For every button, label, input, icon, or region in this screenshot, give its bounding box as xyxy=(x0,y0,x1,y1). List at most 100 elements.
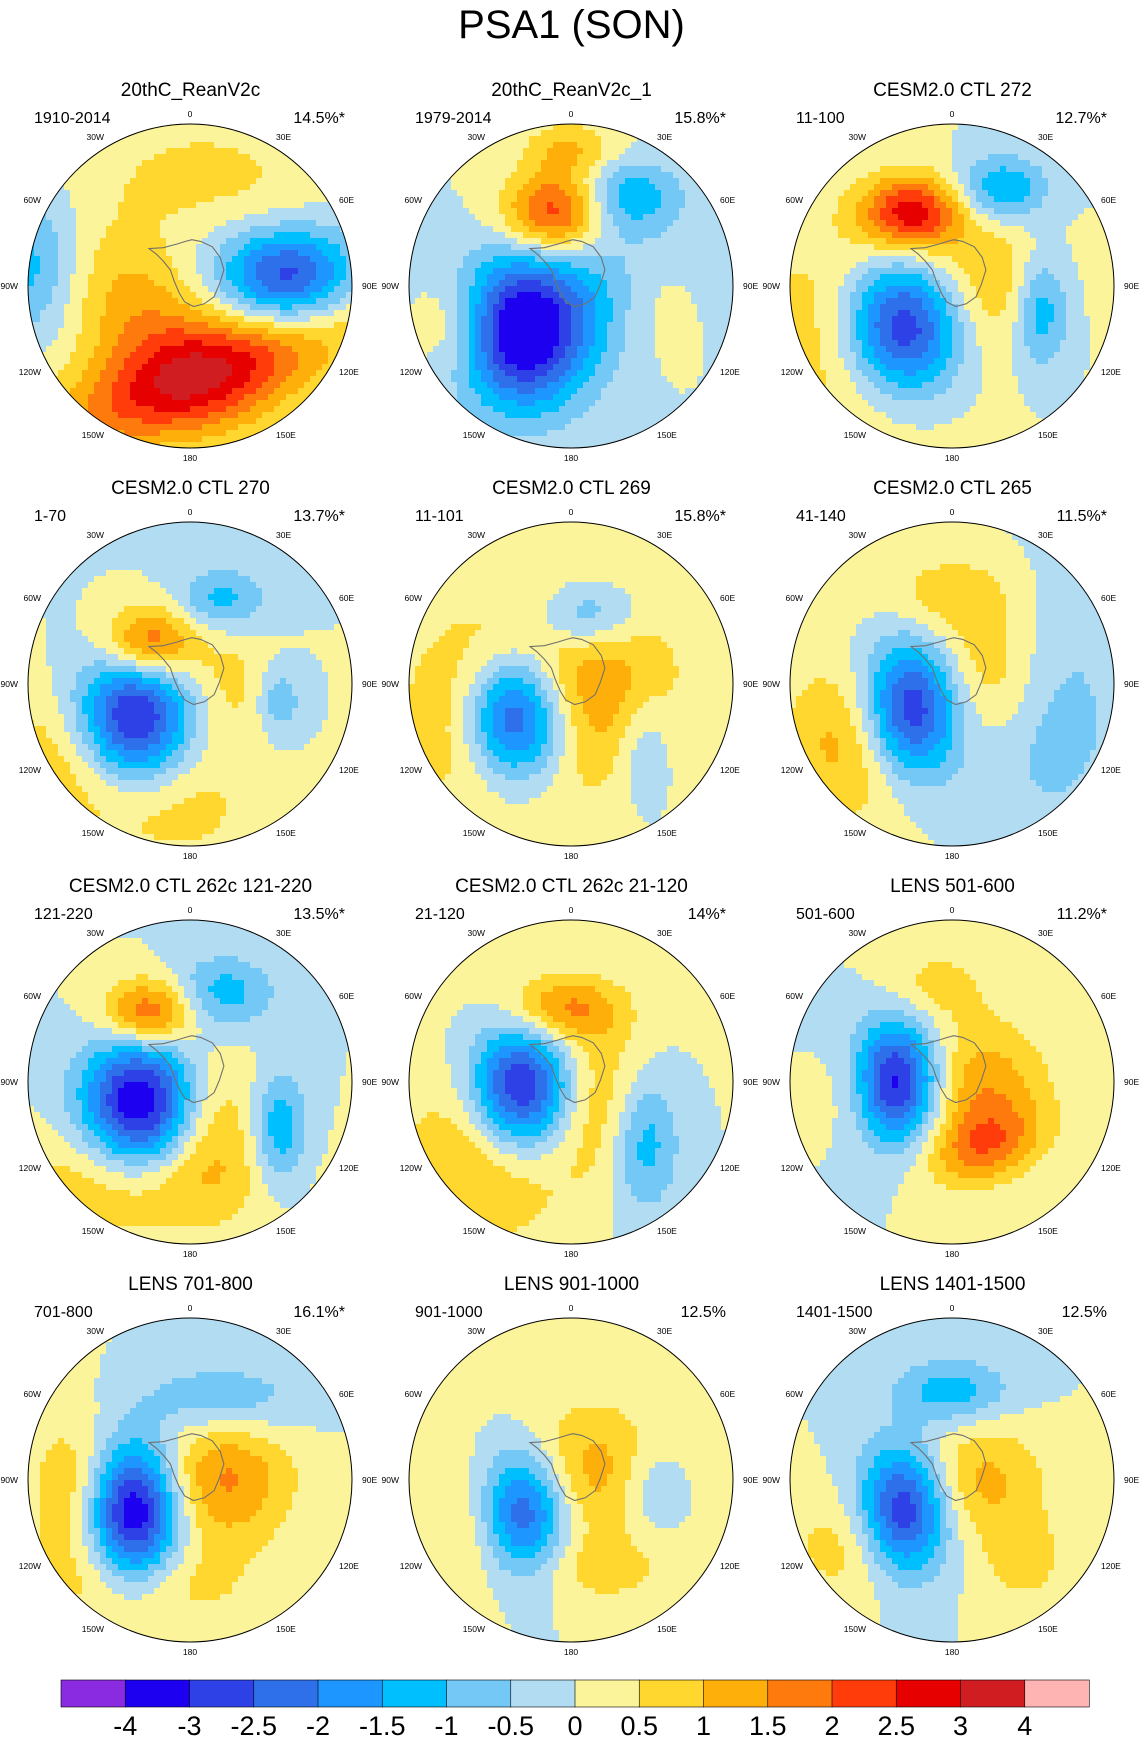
longitude-label: 120W xyxy=(781,765,803,775)
longitude-label: 180 xyxy=(183,851,197,861)
longitude-label: 0 xyxy=(569,109,574,119)
longitude-label: 180 xyxy=(945,1647,959,1657)
colorbar: -4 -3 -2.5 -2 -1.5 -1 -0.5 0 0.5 1 1.5 2 2.5 3 4 xyxy=(0,1668,1143,1738)
longitude-label: 120E xyxy=(1101,1561,1121,1571)
longitude-label: 150W xyxy=(82,1226,104,1236)
antarctica-outline xyxy=(528,637,606,706)
longitude-label: 120W xyxy=(781,1163,803,1173)
colorbar-label: -3 xyxy=(177,1711,201,1738)
antarctica-outline xyxy=(147,637,225,706)
map-border xyxy=(408,1317,734,1643)
longitude-label: 0 xyxy=(569,507,574,517)
contour-field xyxy=(409,1318,733,1642)
panel-percent: 12.5% xyxy=(1062,1304,1107,1322)
longitude-label: 120E xyxy=(720,367,740,377)
panel-title: LENS 501-600 xyxy=(762,876,1143,898)
panel-period: 11-101 xyxy=(415,508,464,526)
longitude-label: 180 xyxy=(183,453,197,463)
longitude-label: 30E xyxy=(276,1326,291,1336)
longitude-label: 90E xyxy=(362,679,377,689)
colorbar-label: 4 xyxy=(1017,1711,1032,1738)
longitude-label: 60E xyxy=(339,1389,354,1399)
longitude-label: 90W xyxy=(382,1475,399,1485)
panel-period: 1979-2014 xyxy=(415,110,492,128)
longitude-label: 180 xyxy=(564,851,578,861)
polar-map: 0 30E 60E 90E 120E 150E 180 150W 120W 90W 60W 30W xyxy=(763,905,1140,1259)
longitude-label: 180 xyxy=(945,453,959,463)
longitude-label: 120W xyxy=(400,1561,422,1571)
longitude-label: 90E xyxy=(362,281,377,291)
longitude-label: 120E xyxy=(1101,1163,1121,1173)
longitude-label: 60E xyxy=(1101,593,1116,603)
contour-field xyxy=(409,124,733,448)
polar-map: 0 30E 60E 90E 120E 150E 180 150W 120W 90W 60W 30W xyxy=(382,109,759,463)
longitude-label: 30W xyxy=(87,530,104,540)
map-panel: 20thC_ReanV2c 1910-2014 14.5%* 0 30E 60E 90E 12… xyxy=(0,80,381,476)
longitude-label: 0 xyxy=(188,507,193,517)
longitude-label: 120W xyxy=(19,1163,41,1173)
colorbar-label: -4 xyxy=(113,1711,137,1738)
longitude-label: 150W xyxy=(82,1624,104,1634)
colorbar-label: 3 xyxy=(953,1711,968,1738)
longitude-label: 120W xyxy=(400,765,422,775)
contour-field xyxy=(28,522,352,846)
longitude-label: 60W xyxy=(405,991,422,1001)
panel-percent: 14.5%* xyxy=(293,110,345,128)
longitude-label: 120E xyxy=(339,765,359,775)
contour-field xyxy=(409,522,733,846)
panel-percent: 11.2%* xyxy=(1057,906,1107,924)
colorbar-swatch xyxy=(189,1679,255,1708)
longitude-label: 30E xyxy=(1038,132,1053,142)
longitude-label: 30W xyxy=(87,132,104,142)
panel-percent: 13.5%* xyxy=(293,906,345,924)
antarctica-outline xyxy=(147,239,225,308)
colorbar-label: 2.5 xyxy=(878,1711,916,1738)
map-border xyxy=(27,521,353,847)
longitude-label: 120W xyxy=(19,1561,41,1571)
polar-map: 0 30E 60E 90E 120E 150E 180 150W 120W 90W 60W 30W xyxy=(1,1303,378,1657)
colorbar-swatch xyxy=(767,1679,833,1708)
map-border xyxy=(27,1317,353,1643)
panel-title: CESM2.0 CTL 269 xyxy=(381,478,762,500)
longitude-label: 60E xyxy=(339,195,354,205)
colorbar-swatch xyxy=(446,1679,512,1708)
longitude-label: 180 xyxy=(183,1647,197,1657)
map-border xyxy=(789,123,1115,449)
longitude-label: 30E xyxy=(1038,530,1053,540)
panel-period: 501-600 xyxy=(796,906,855,924)
panel-percent: 15.8%* xyxy=(674,508,726,526)
longitude-label: 30W xyxy=(87,1326,104,1336)
longitude-label: 150E xyxy=(657,1624,677,1634)
antarctica-outline xyxy=(528,1035,606,1104)
longitude-label: 90W xyxy=(1,1475,18,1485)
longitude-label: 150W xyxy=(82,828,104,838)
longitude-label: 90E xyxy=(362,1475,377,1485)
longitude-label: 120W xyxy=(400,367,422,377)
longitude-label: 150E xyxy=(276,1624,296,1634)
colorbar-label: -2 xyxy=(306,1711,330,1738)
colorbar-label: -2.5 xyxy=(231,1711,278,1738)
longitude-label: 90E xyxy=(1124,1475,1139,1485)
longitude-label: 150E xyxy=(276,1226,296,1236)
longitude-label: 90E xyxy=(1124,679,1139,689)
longitude-label: 120E xyxy=(339,1561,359,1571)
longitude-label: 30W xyxy=(468,132,485,142)
map-panel: CESM2.0 CTL 270 1-70 13.7%* 0 30E 60E 90E 120E 1… xyxy=(0,478,381,874)
longitude-label: 0 xyxy=(569,1303,574,1313)
colorbar-svg: -4 -3 -2.5 -2 -1.5 -1 -0.5 0 0.5 1 1.5 2 2.5 3 4 xyxy=(60,1679,1090,1738)
colorbar-swatch xyxy=(960,1679,1026,1708)
contour-field xyxy=(409,920,733,1244)
longitude-label: 90W xyxy=(382,281,399,291)
longitude-label: 150W xyxy=(463,828,485,838)
longitude-label: 60W xyxy=(24,195,41,205)
longitude-label: 150W xyxy=(844,828,866,838)
longitude-label: 90E xyxy=(743,1475,758,1485)
longitude-label: 180 xyxy=(945,851,959,861)
map-panel: LENS 901-1000 901-1000 12.5% 0 30E 60E 90E 120E… xyxy=(381,1274,762,1670)
longitude-label: 60E xyxy=(720,991,735,1001)
longitude-label: 60E xyxy=(720,1389,735,1399)
colorbar-swatch xyxy=(253,1679,319,1708)
contour-field xyxy=(790,522,1114,846)
polar-map: 0 30E 60E 90E 120E 150E 180 150W 120W 90W 60W 30W xyxy=(763,109,1140,463)
longitude-label: 90W xyxy=(763,281,780,291)
